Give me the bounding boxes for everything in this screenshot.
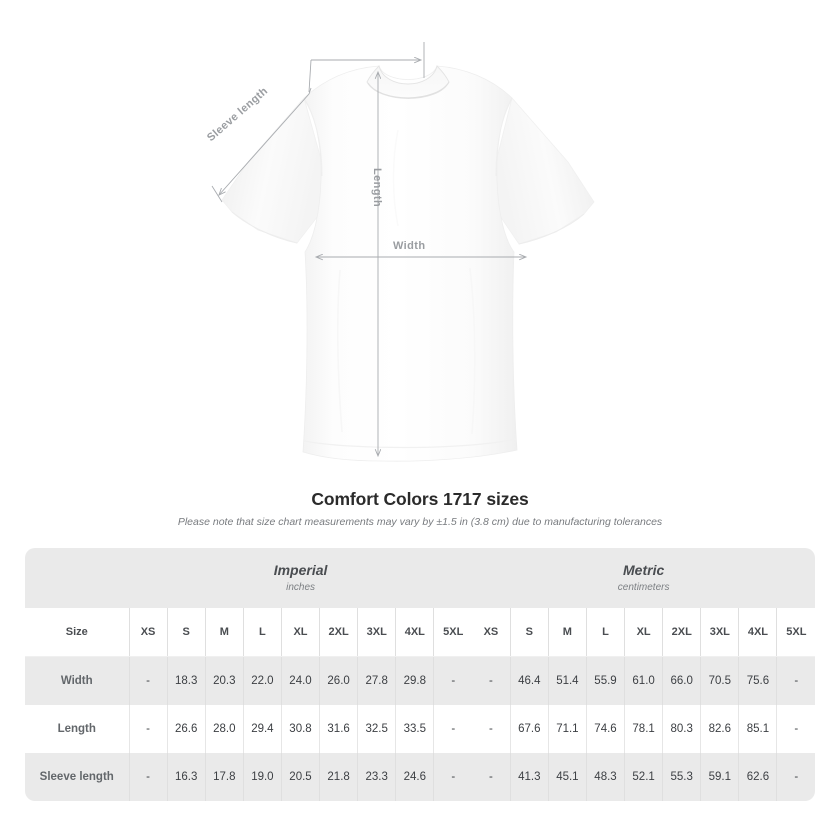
cell-sleeve-length-metric-3xl: 59.1: [700, 753, 739, 801]
cell-sleeve-length-metric-s: 41.3: [509, 753, 549, 801]
table-row: Width -18.3 20.3 22.0 24.0 26.0 27.8 29.8- -46.4…: [25, 656, 816, 705]
size-header-metric-3xl: 3XL: [700, 608, 739, 657]
cell-length-metric-4xl: 85.1: [738, 705, 777, 753]
cell-length-imperial-m: 28.0: [204, 705, 244, 753]
size-header-imperial-m: M: [204, 608, 244, 657]
imperial-unit-header: Imperial inches: [129, 548, 473, 608]
metric-unit-header: Metric centimeters: [472, 548, 816, 608]
cell-sleeve-length-imperial-2xl: 21.8: [319, 753, 358, 801]
cell-length-metric-5xl: -: [776, 705, 816, 753]
cell-width-imperial-l: 22.0: [242, 656, 282, 705]
cell-width-imperial-m: 20.3: [204, 656, 244, 705]
size-header-metric-2xl: 2XL: [662, 608, 701, 657]
tshirt-shape: [221, 65, 595, 462]
row-label-length: Length: [25, 705, 129, 753]
size-header-metric-xl: XL: [624, 608, 663, 657]
size-header-metric-m: M: [547, 608, 587, 657]
cell-sleeve-length-metric-xs: -: [472, 753, 511, 801]
cell-sleeve-length-imperial-l: 19.0: [242, 753, 282, 801]
cell-length-metric-l: 74.6: [585, 705, 625, 753]
cell-sleeve-length-metric-5xl: -: [776, 753, 816, 801]
cell-length-metric-2xl: 80.3: [662, 705, 701, 753]
size-header-imperial-3xl: 3XL: [357, 608, 396, 657]
cell-sleeve-length-imperial-5xl: -: [433, 753, 473, 801]
size-header-imperial-2xl: 2XL: [319, 608, 358, 657]
measurement-lines: [211, 42, 526, 456]
size-chart-table: Imperial inches Metric centimeters Size XS S M L…: [25, 548, 816, 801]
cell-length-imperial-xs: -: [128, 705, 168, 753]
cell-width-metric-m: 51.4: [547, 656, 587, 705]
cell-sleeve-length-imperial-xs: -: [128, 753, 168, 801]
cell-width-metric-xl: 61.0: [624, 656, 663, 705]
cell-sleeve-length-metric-2xl: 55.3: [662, 753, 701, 801]
cell-width-metric-4xl: 75.6: [738, 656, 777, 705]
cell-sleeve-length-imperial-4xl: 24.6: [395, 753, 434, 801]
cell-width-metric-l: 55.9: [585, 656, 625, 705]
tshirt-diagram: [211, 42, 595, 462]
size-header-imperial-xs: XS: [128, 608, 168, 657]
length-dimension-label: Length: [371, 168, 383, 208]
size-header-label: Size: [25, 608, 129, 657]
size-header-imperial-s: S: [166, 608, 206, 657]
size-header-metric-l: L: [585, 608, 625, 657]
cell-width-imperial-3xl: 27.8: [357, 656, 396, 705]
cell-width-metric-5xl: -: [776, 656, 816, 705]
cell-sleeve-length-metric-l: 48.3: [585, 753, 625, 801]
cell-length-imperial-5xl: -: [433, 705, 473, 753]
garment-illustration: Sleeve length Length Width: [205, 42, 595, 462]
cell-length-metric-s: 67.6: [509, 705, 549, 753]
cell-width-metric-s: 46.4: [509, 656, 549, 705]
cell-length-imperial-xl: 30.8: [280, 705, 320, 753]
size-header-imperial-4xl: 4XL: [395, 608, 434, 657]
cell-width-imperial-xl: 24.0: [280, 656, 320, 705]
cell-length-imperial-2xl: 31.6: [319, 705, 358, 753]
cell-width-imperial-5xl: -: [433, 656, 473, 705]
metric-unit-name: Metric: [623, 562, 665, 578]
cell-width-imperial-4xl: 29.8: [395, 656, 434, 705]
cell-length-metric-m: 71.1: [547, 705, 587, 753]
cell-length-imperial-s: 26.6: [166, 705, 206, 753]
cell-length-metric-xl: 78.1: [624, 705, 663, 753]
cell-width-imperial-xs: -: [128, 656, 168, 705]
table-row: Length -26.6 28.0 29.4 30.8 31.6 32.5 33.5- -67.…: [25, 705, 816, 753]
cell-sleeve-length-metric-4xl: 62.6: [738, 753, 777, 801]
units-header-row: Imperial inches Metric centimeters: [25, 548, 816, 608]
cell-length-metric-3xl: 82.6: [700, 705, 739, 753]
cell-sleeve-length-imperial-3xl: 23.3: [357, 753, 396, 801]
cell-sleeve-length-metric-m: 45.1: [547, 753, 587, 801]
size-header-metric-s: S: [509, 608, 549, 657]
size-header-row: Size XS S M L XL 2XL 3XL 4XL 5XL XS S M L XL 2XL 3XL 4XL 5…: [25, 608, 816, 657]
units-header-spacer: [25, 548, 129, 608]
size-header-metric-4xl: 4XL: [738, 608, 777, 657]
row-label-sleeve-length: Sleeve length: [25, 753, 129, 801]
size-header-metric-xs: XS: [472, 608, 511, 657]
cell-length-metric-xs: -: [472, 705, 511, 753]
cell-length-imperial-3xl: 32.5: [357, 705, 396, 753]
imperial-unit-sub: inches: [286, 582, 315, 593]
size-header-imperial-xl: XL: [280, 608, 320, 657]
cell-length-imperial-l: 29.4: [242, 705, 282, 753]
cell-width-imperial-s: 18.3: [166, 656, 206, 705]
chart-heading-block: Comfort Colors 1717 sizes Please note th…: [0, 487, 840, 529]
cell-sleeve-length-imperial-m: 17.8: [204, 753, 244, 801]
size-header-imperial-5xl: 5XL: [433, 608, 473, 657]
cell-sleeve-length-imperial-s: 16.3: [166, 753, 206, 801]
width-dimension-label: Width: [393, 240, 426, 252]
cell-sleeve-length-metric-xl: 52.1: [624, 753, 663, 801]
size-header-imperial-l: L: [242, 608, 282, 657]
cell-width-imperial-2xl: 26.0: [319, 656, 358, 705]
cell-sleeve-length-imperial-xl: 20.5: [280, 753, 320, 801]
tolerance-note: Please note that size chart measurements…: [177, 516, 663, 528]
size-header-metric-5xl: 5XL: [776, 608, 816, 657]
table-row: Sleeve length -16.3 17.8 19.0 20.5 21.8 23.3 24…: [25, 753, 816, 801]
metric-unit-sub: centimeters: [617, 582, 670, 593]
cell-width-metric-2xl: 66.0: [662, 656, 701, 705]
page-title: Comfort Colors 1717 sizes: [311, 489, 529, 509]
cell-width-metric-xs: -: [472, 656, 511, 705]
cell-width-metric-3xl: 70.5: [700, 656, 739, 705]
row-label-width: Width: [25, 656, 129, 705]
size-chart-table-wrapper: Imperial inches Metric centimeters Size XS S M L…: [25, 548, 816, 801]
cell-length-imperial-4xl: 33.5: [395, 705, 434, 753]
imperial-unit-name: Imperial: [273, 562, 328, 578]
